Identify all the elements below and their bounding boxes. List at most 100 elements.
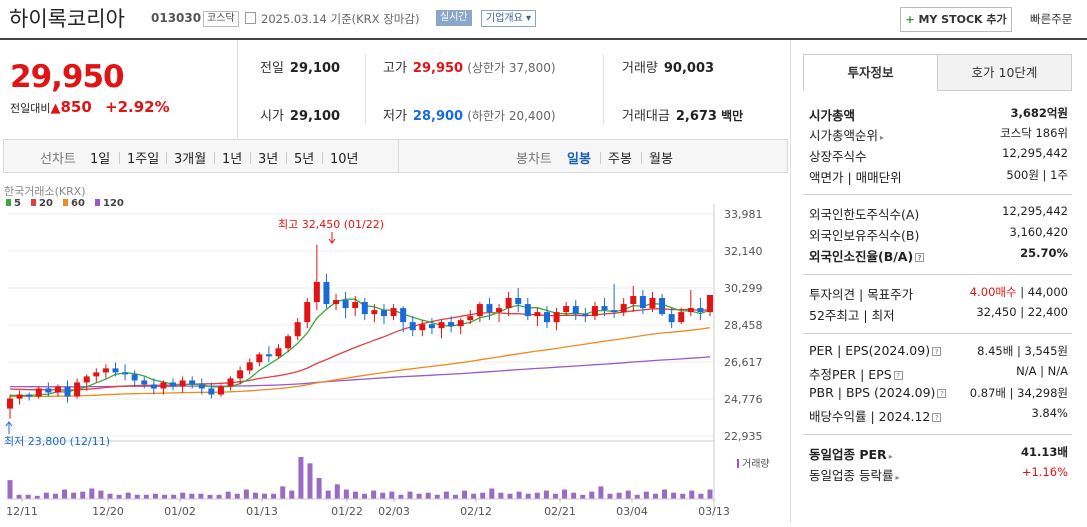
- volume-bar: [134, 494, 140, 499]
- period-1d[interactable]: 1일: [90, 152, 111, 167]
- period-5y[interactable]: 5년: [294, 152, 315, 167]
- volume-bar: [534, 492, 540, 499]
- candle-body: [83, 376, 90, 383]
- candle-body: [476, 304, 483, 317]
- volume-bar: [380, 492, 386, 499]
- candle-body: [380, 310, 387, 317]
- company-info-dropdown[interactable]: 기업개요 ▾: [481, 10, 536, 27]
- realtime-button[interactable]: 실시간: [436, 10, 472, 26]
- volume-bar: [416, 493, 422, 499]
- volume-bar: [252, 492, 258, 499]
- candle-body: [160, 382, 167, 389]
- candle-body: [361, 302, 368, 315]
- period-3m[interactable]: 3개월: [174, 152, 207, 167]
- volume-bar: [289, 490, 295, 499]
- tab-investment-info[interactable]: 투자정보: [803, 54, 938, 91]
- candlestick-chart-svg[interactable]: 한국거래소(KRX) 5 20 60 120 33,981 32,140 30,299 28…: [0, 180, 790, 523]
- candle-body: [572, 306, 579, 315]
- legend-swatch: [6, 199, 11, 206]
- change-label: 전일대비: [10, 102, 51, 115]
- candle-body: [649, 298, 656, 309]
- low-price: 저가 28,900 (하한가 20,400): [383, 109, 556, 124]
- volume-bar: [125, 492, 131, 499]
- market-cap-row: 시가총액 3,682억원: [809, 106, 1068, 123]
- legend-swatch: [31, 199, 36, 206]
- candle-body: [524, 304, 531, 317]
- legend-label: 5: [14, 198, 21, 209]
- candle-body: [333, 300, 340, 305]
- candle-body: [630, 296, 637, 305]
- foreign-hold-row: 외국인보유주식수(B) 3,160,420: [809, 225, 1068, 243]
- volume-bar: [425, 492, 431, 499]
- volume-bar: [625, 490, 631, 499]
- par-value-row: 액면가 | 매매단위 500원 | 1주: [809, 168, 1068, 185]
- high52-row: 52주최고 | 최저 32,450 | 22,400: [809, 305, 1068, 323]
- candle-monthly[interactable]: 월봉: [649, 152, 673, 167]
- volume-bar: [71, 492, 77, 499]
- candle-body: [141, 380, 148, 385]
- x-tick-label: 02/12: [460, 505, 492, 518]
- candle-body: [409, 322, 416, 331]
- volume-bar: [43, 492, 49, 499]
- candle-body: [112, 368, 119, 373]
- candle-body: [707, 295, 713, 313]
- volume-bar: [671, 492, 677, 499]
- line-chart-label: 선차트: [40, 152, 76, 167]
- volume-bar: [707, 489, 713, 499]
- volume-bar: [452, 494, 458, 499]
- legend-label: 20: [39, 198, 53, 209]
- volume-bar: [234, 493, 240, 499]
- candle-daily[interactable]: 일봉: [567, 152, 591, 167]
- candle-body: [697, 308, 704, 313]
- candle-body: [639, 296, 646, 309]
- right-panel: 투자정보 호가 10단계 시가총액 3,682억원 시가총액순위 ▸ 코스닥 186위…: [790, 40, 1087, 523]
- volume-bar: [643, 491, 649, 499]
- candle-body: [26, 394, 33, 397]
- industry-per-row[interactable]: 동일업종 PER ▸ 41.13배: [809, 445, 1068, 462]
- ma-line: [10, 327, 711, 398]
- volume-bar: [698, 493, 704, 499]
- candle-body: [428, 324, 435, 329]
- industry-change-row[interactable]: 동일업종 등락률 ▸ +1.16%: [809, 465, 1068, 483]
- pbr-row: PBR | BPS (2024.09)? 0.87배 | 34,298원: [809, 385, 1068, 400]
- candle-body: [45, 388, 52, 393]
- candle-body: [102, 368, 109, 373]
- dividend-row: 배당수익률 | 2024.12? 3.84%: [809, 406, 1068, 424]
- help-icon: ?: [937, 389, 947, 398]
- candle-body: [198, 384, 205, 389]
- x-tick-label: 01/13: [246, 505, 278, 518]
- opinion-row: 투자의견 | 목표주가 4.00매수 | 44,000: [809, 285, 1068, 302]
- volume-bar: [434, 494, 440, 499]
- candle-weekly[interactable]: 주봉: [608, 152, 632, 167]
- period-1w[interactable]: 1주일: [127, 152, 160, 167]
- volume-bar: [16, 494, 22, 499]
- volume-bar: [525, 493, 531, 499]
- my-stock-add-button[interactable]: + MY STOCK 추가: [900, 7, 1012, 32]
- chart-grid: [8, 204, 715, 510]
- y-tick-label: 32,140: [724, 245, 763, 258]
- candle-body: [74, 382, 81, 397]
- candle-body: [313, 281, 320, 303]
- candle-body: [659, 298, 666, 315]
- period-1y[interactable]: 1년: [222, 152, 243, 167]
- candle-body: [601, 306, 608, 311]
- period-10y[interactable]: 10년: [330, 152, 359, 167]
- volume-label: 거래량: [742, 458, 770, 470]
- period-3y[interactable]: 3년: [258, 152, 279, 167]
- volume-bar: [471, 493, 477, 499]
- volume-bar: [298, 457, 304, 499]
- candle-body: [371, 310, 378, 315]
- candle-body: [486, 304, 493, 313]
- candle-body: [275, 348, 282, 357]
- price-chart[interactable]: 한국거래소(KRX) 5 20 60 120 33,981 32,140 30,299 28…: [0, 180, 790, 523]
- candle-body: [294, 322, 301, 337]
- volume-bar: [325, 490, 331, 499]
- y-axis-labels: 33,981 32,140 30,299 28,458 26,617 24,776 22,9…: [724, 208, 763, 443]
- foreign-limit-row: 외국인한도주식수(A) 12,295,442: [809, 204, 1068, 222]
- caret-right-icon: ▸: [880, 133, 885, 142]
- volume-bar: [225, 491, 231, 499]
- candles: [7, 244, 713, 419]
- candle-body: [237, 370, 244, 379]
- tab-order-book[interactable]: 호가 10단계: [937, 54, 1072, 91]
- quick-order-link[interactable]: 빠른주문: [1030, 12, 1073, 26]
